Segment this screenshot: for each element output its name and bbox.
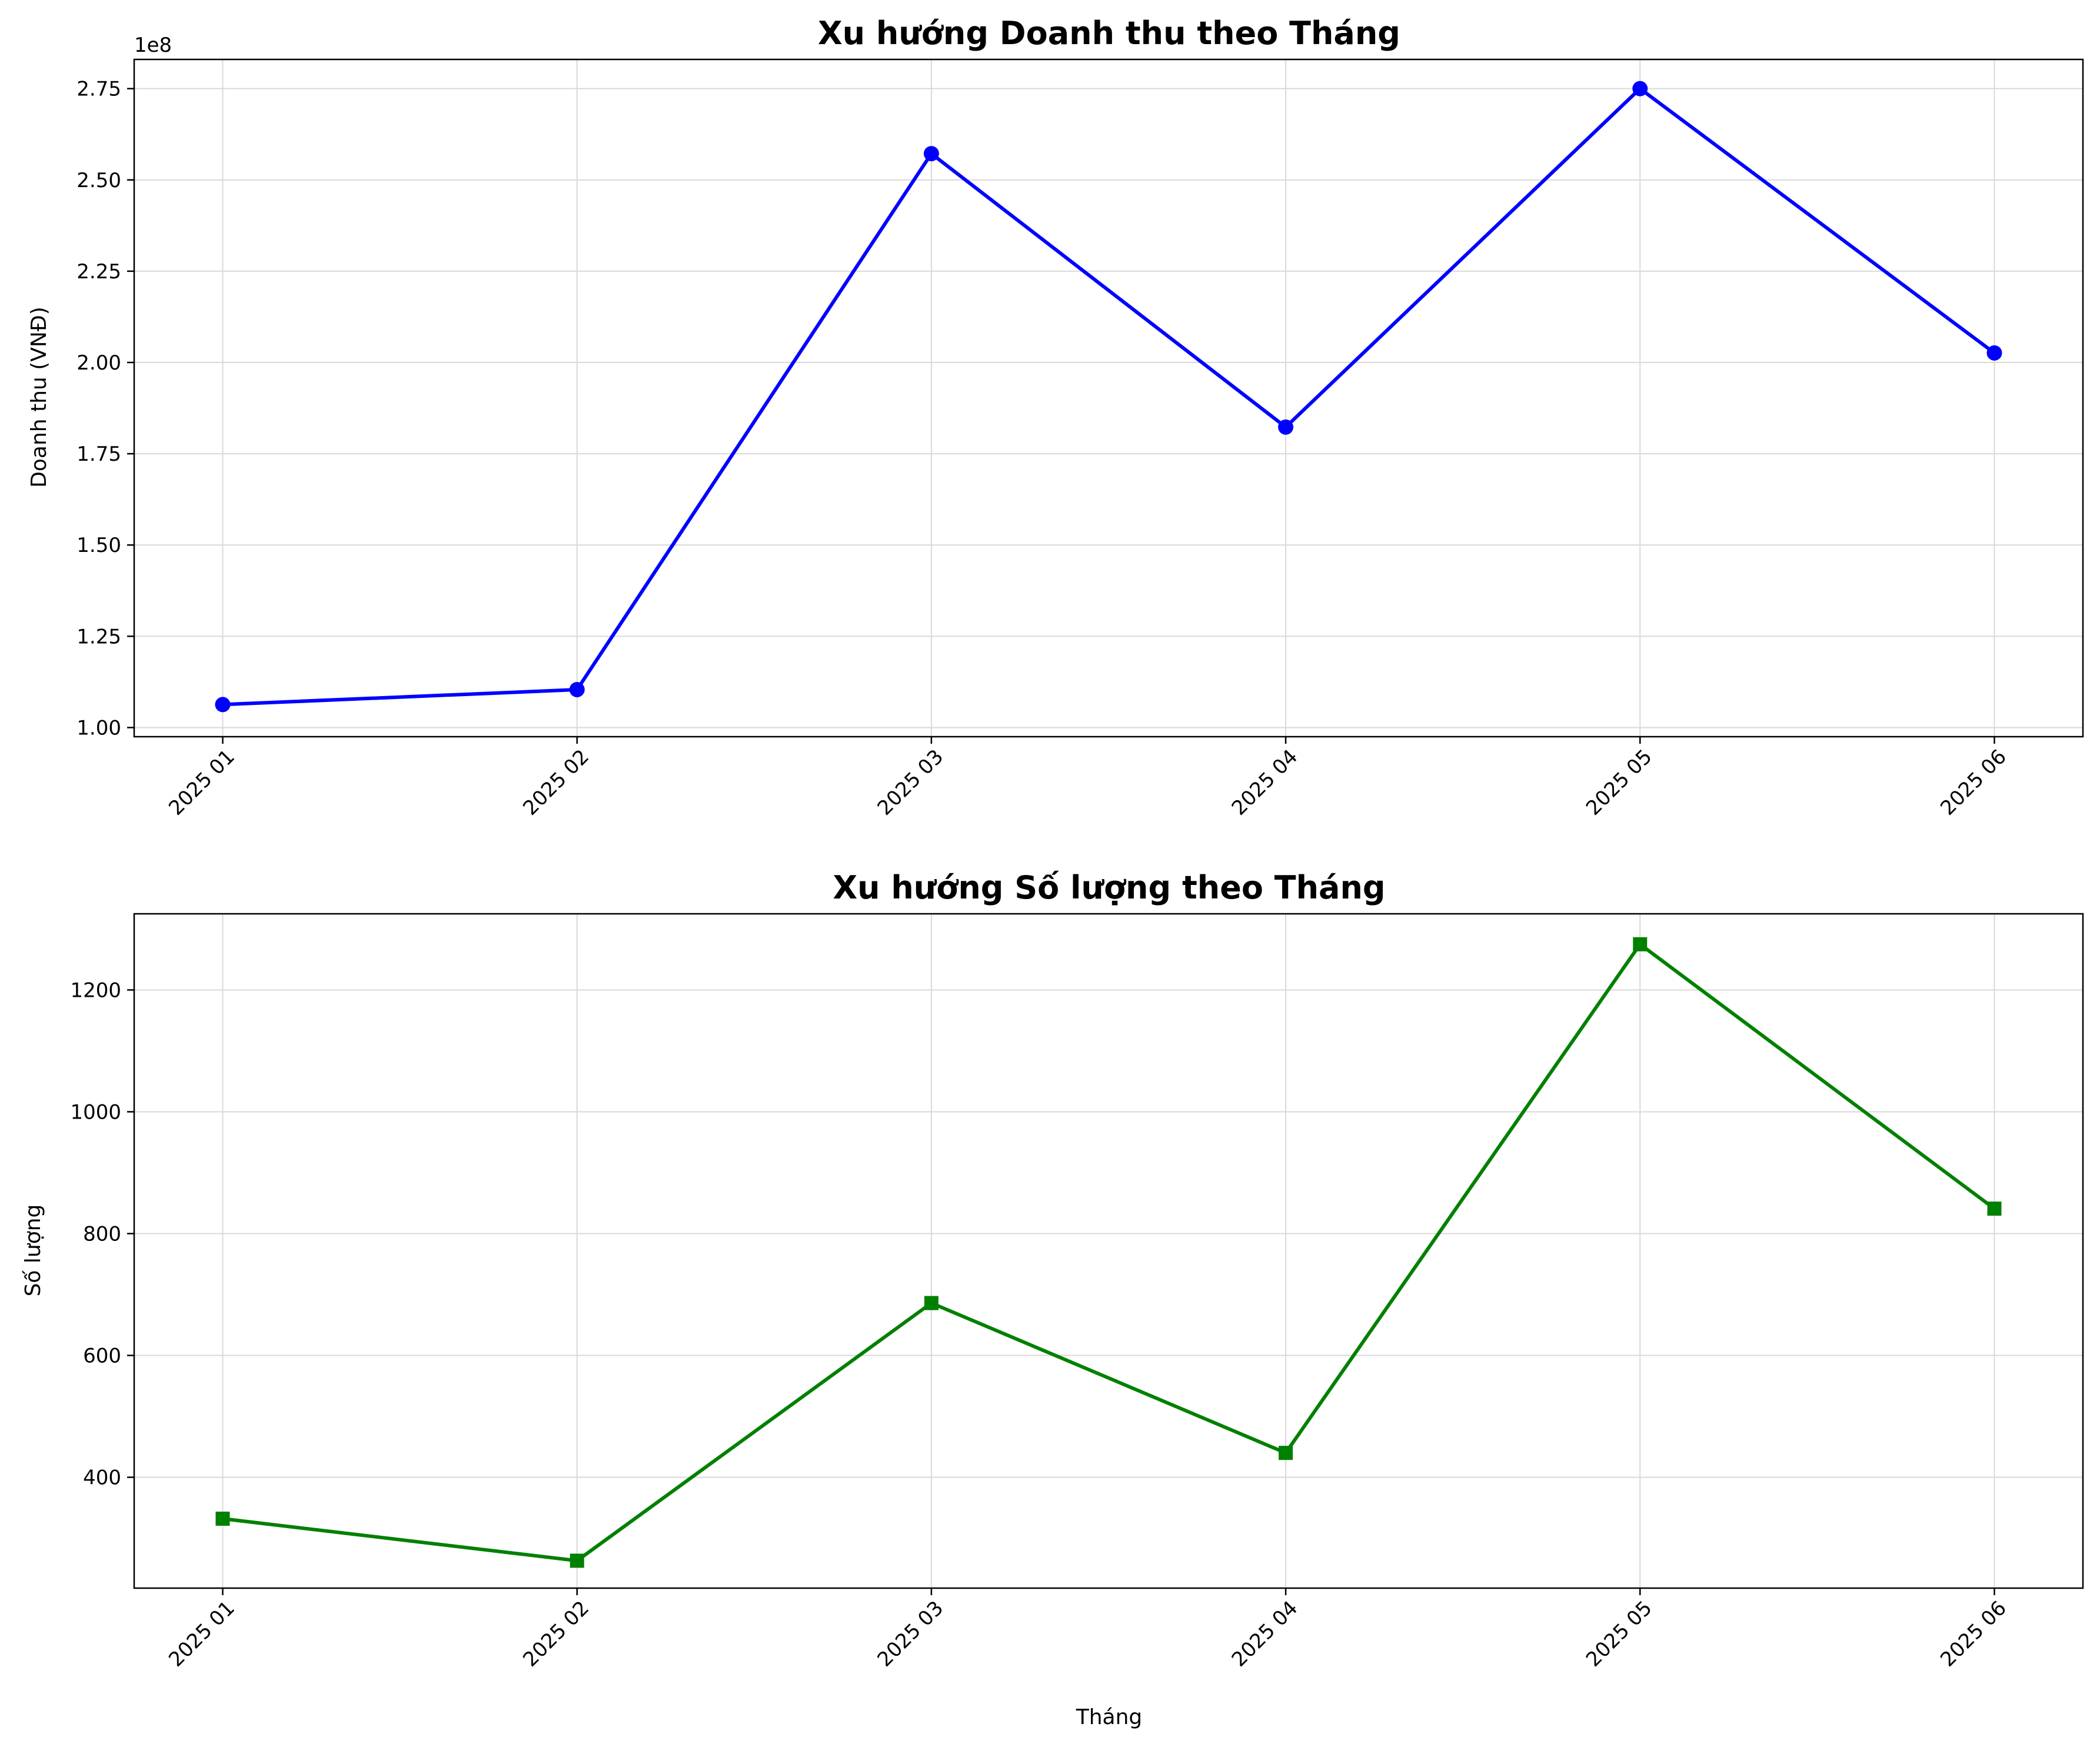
revenue-y-axis-label: Doanh thu (VNĐ) <box>27 307 51 488</box>
revenue-y-offset-label: 1e8 <box>134 34 172 57</box>
quantity-series <box>215 937 2002 1568</box>
quantity-x-tick-label: 2025 04 <box>1227 1596 1303 1672</box>
quantity-chart: Xu hướng Số lượng theo Tháng Số lượng Th… <box>21 869 2084 1729</box>
revenue-chart-title: Xu hướng Doanh thu theo Tháng <box>818 15 1400 52</box>
revenue-chart: Xu hướng Doanh thu theo Tháng 1e8 Doanh … <box>27 15 2084 820</box>
revenue-series <box>215 81 2002 713</box>
revenue-x-tick-label: 2025 01 <box>164 745 239 820</box>
revenue-y-tick-label: 1.50 <box>76 534 121 557</box>
revenue-data-point <box>1278 419 1294 435</box>
quantity-y-tick-label: 800 <box>83 1222 121 1246</box>
revenue-x-tick-label: 2025 03 <box>873 745 949 820</box>
revenue-y-tick-label: 2.25 <box>76 260 121 284</box>
revenue-y-tick-label: 2.00 <box>76 351 121 375</box>
revenue-y-tick-label: 1.75 <box>76 442 121 466</box>
revenue-data-point <box>923 146 939 162</box>
quantity-series-line <box>221 942 1996 1563</box>
revenue-y-tick-label: 2.50 <box>76 169 121 192</box>
quantity-grid <box>134 914 2083 1588</box>
quantity-x-tick-label: 2025 03 <box>873 1596 949 1672</box>
revenue-x-tick-label: 2025 02 <box>518 745 594 820</box>
revenue-x-tick-label: 2025 04 <box>1227 745 1303 820</box>
revenue-y-tick-label: 2.75 <box>76 78 121 101</box>
quantity-y-tick-label: 1000 <box>70 1100 121 1124</box>
revenue-data-point <box>215 697 231 713</box>
quantity-data-point <box>215 1511 230 1526</box>
quantity-y-tick-label: 1200 <box>70 979 121 1002</box>
revenue-grid <box>134 59 2083 737</box>
quantity-plot-frame <box>133 913 2084 1589</box>
quantity-y-axis-label: Số lượng <box>21 1204 45 1297</box>
quantity-chart-title: Xu hướng Số lượng theo Tháng <box>833 869 1385 906</box>
quantity-data-point <box>1279 1446 1293 1460</box>
revenue-ticks: 2025 01 2025 02 2025 03 2025 04 2025 05 2025 … <box>76 78 2011 820</box>
quantity-data-point <box>1987 1202 2002 1216</box>
quantity-x-tick-label: 2025 01 <box>164 1596 239 1672</box>
quantity-data-point <box>570 1553 584 1568</box>
quantity-x-tick-label: 2025 05 <box>1582 1596 1657 1672</box>
revenue-data-point <box>1632 81 1648 96</box>
quantity-y-tick-label: 600 <box>83 1345 121 1368</box>
revenue-x-tick-label: 2025 05 <box>1582 745 1657 820</box>
revenue-data-point <box>569 681 585 697</box>
quantity-data-point <box>1633 937 1648 951</box>
quantity-x-axis-label: Tháng <box>1076 1705 1143 1729</box>
revenue-data-point <box>1986 345 2002 361</box>
quantity-data-point <box>924 1296 938 1310</box>
revenue-y-tick-label: 1.00 <box>76 716 121 740</box>
revenue-plot-frame <box>133 58 2084 738</box>
quantity-x-tick-label: 2025 06 <box>1936 1596 2011 1672</box>
revenue-x-tick-label: 2025 06 <box>1936 745 2011 820</box>
quantity-y-tick-label: 400 <box>83 1466 121 1490</box>
quantity-ticks: 2025 01 2025 02 2025 03 2025 04 2025 05 2025 … <box>70 979 2011 1671</box>
quantity-x-tick-label: 2025 02 <box>518 1596 594 1672</box>
revenue-series-line <box>221 86 1996 707</box>
revenue-y-tick-label: 1.25 <box>76 625 121 648</box>
